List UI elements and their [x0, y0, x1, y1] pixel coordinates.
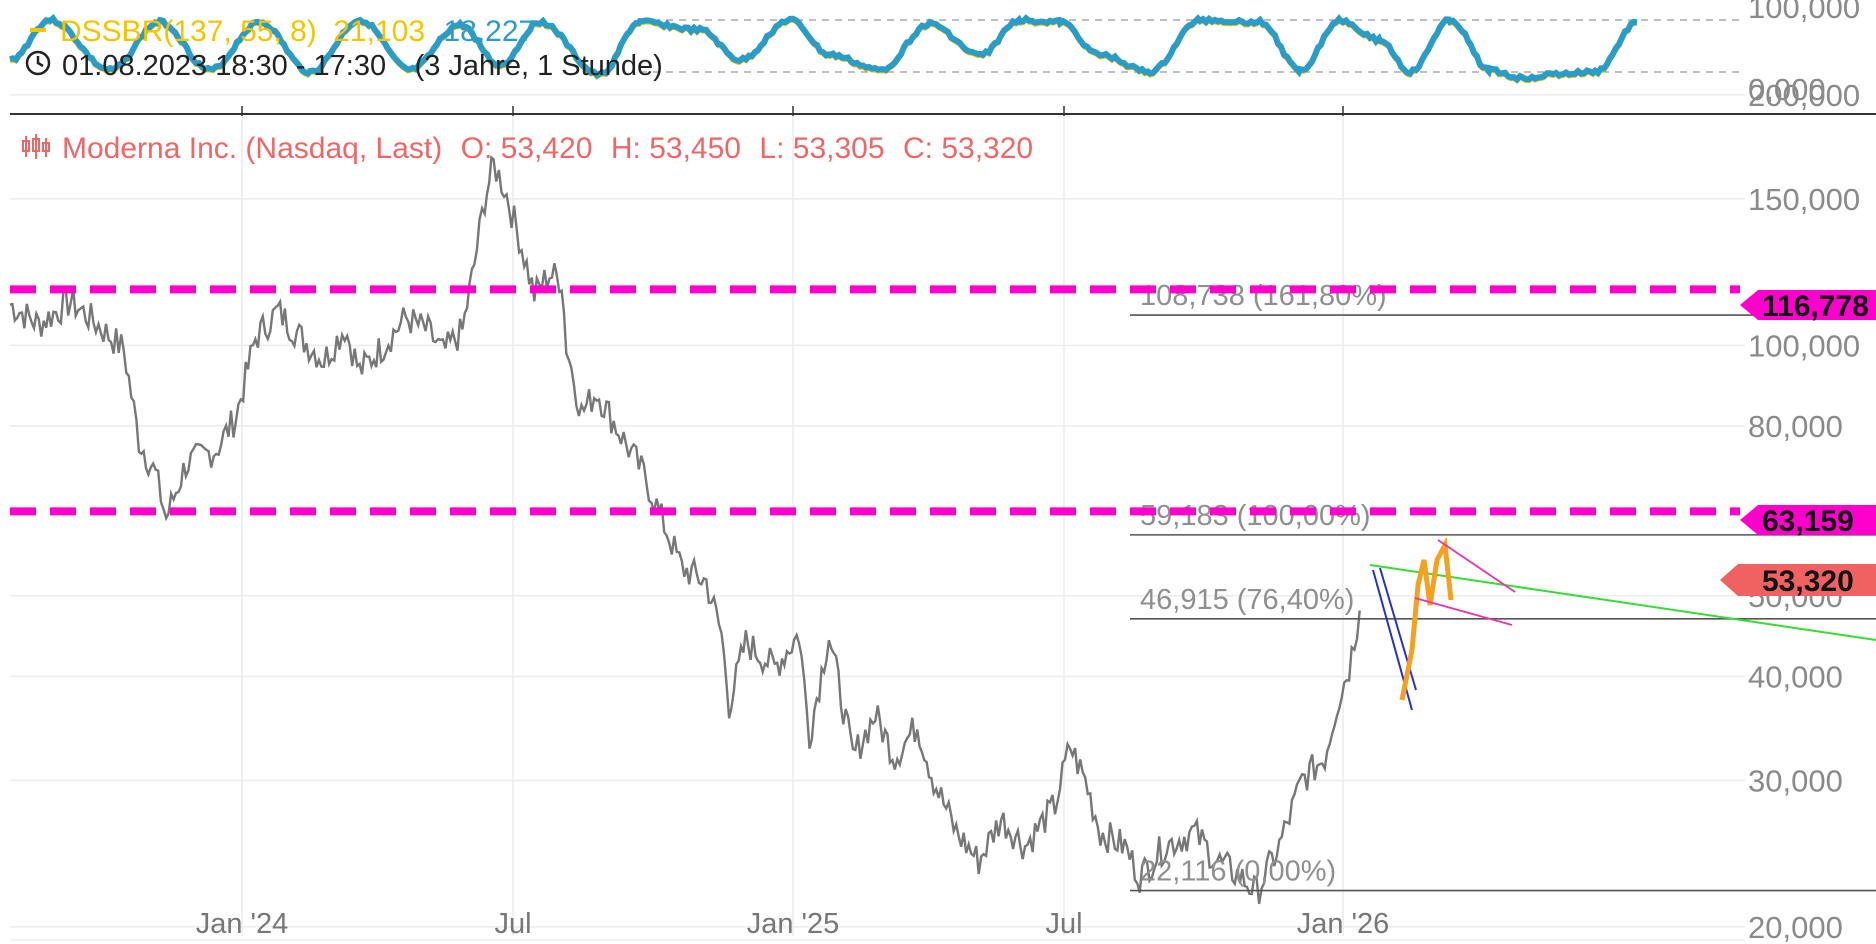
fib-label: 46,915 (76,40%) — [1140, 584, 1354, 616]
x-tick-label: Jan '24 — [196, 908, 289, 940]
ohlc-high: H: 53,450 — [611, 132, 741, 165]
indicator-name: DSSBR(137, 55, 8) — [60, 15, 317, 48]
y-tick-label: 200,000 — [1748, 78, 1860, 113]
x-tick-label: Jan '26 — [1297, 908, 1390, 940]
x-tick-label: Jul — [1045, 908, 1082, 940]
y-tick-label: 100,000 — [1748, 328, 1860, 363]
x-tick-label: Jul — [494, 908, 531, 940]
y-tick-label: 20,000 — [1748, 910, 1843, 944]
svg-text:01.08.2023 18:30 - 17:30: 01.08.2023 18:30 - 17:30 (3 Jahre, 1 Stu… — [62, 50, 663, 82]
svg-text:DSSBR(137, 55, 8) 21,103: DSSBR(137, 55, 8) 21,103 18,227 — [60, 15, 535, 48]
instrument-header: Moderna Inc. (Nasdaq, Last) O: 53,420 H:… — [22, 132, 1033, 165]
x-tick-label: Jan '25 — [747, 908, 840, 940]
candlestick-icon — [22, 134, 50, 159]
y-tick-label: 30,000 — [1748, 763, 1843, 798]
indicator-y-label-top: 100,000 — [1748, 0, 1860, 25]
wave-pattern-orange — [1399, 536, 1454, 701]
indicator-pane: 100,000 0,000 DSSBR(137, 55, 8) 21,103 1… — [9, 0, 1860, 107]
svg-text:63,159: 63,159 — [1762, 505, 1854, 538]
price-tag-last: 53,320 — [1720, 564, 1876, 598]
y-tick-label: 150,000 — [1748, 182, 1860, 217]
svg-text:Moderna Inc. (Nasdaq, Last): Moderna Inc. (Nasdaq, Last) O: 53,420 H:… — [62, 132, 1033, 165]
trendline-blue-2 — [1379, 567, 1417, 691]
svg-text:53,320: 53,320 — [1762, 565, 1854, 598]
clock-icon — [25, 50, 51, 76]
svg-text:116,778: 116,778 — [1762, 290, 1869, 323]
ohlc-low: L: 53,305 — [759, 132, 884, 165]
price-series-line — [9, 154, 1361, 905]
indicator-value-1: 21,103 — [333, 15, 425, 48]
trend-drawings — [1369, 536, 1876, 711]
indicator-value-2: 18,227 — [443, 15, 535, 48]
price-grid — [10, 94, 1745, 941]
ohlc-close: C: 53,320 — [903, 132, 1033, 165]
fibonacci-levels: 108,738 (161,80%) 59,183 (100,00%) 46,915 … — [1130, 280, 1876, 892]
wedge-line-lower — [1414, 597, 1513, 626]
ohlc-open: O: 53,420 — [461, 132, 593, 165]
wedge-line-upper — [1437, 539, 1516, 593]
price-tag-upper: 116,778 — [1740, 290, 1876, 323]
period-label: 01.08.2023 18:30 - 17:30 — [62, 50, 386, 82]
fib-label: 108,738 (161,80%) — [1140, 280, 1387, 312]
instrument-name: Moderna Inc. (Nasdaq, Last) — [62, 132, 442, 165]
y-tick-label: 40,000 — [1748, 659, 1843, 694]
price-tag-lower: 63,159 — [1740, 505, 1876, 538]
fib-label: 22,116 (0,00%) — [1140, 856, 1336, 888]
y-tick-label: 80,000 — [1748, 409, 1843, 444]
indicator-main-line — [9, 14, 1638, 84]
range-label: (3 Jahre, 1 Stunde) — [415, 50, 663, 82]
time-x-axis: Jan '24 Jul Jan '25 Jul Jan '26 — [196, 908, 1390, 940]
horizontal-levels — [10, 285, 1740, 516]
fib-label: 59,183 (100,00%) — [1140, 500, 1371, 532]
trendline-green — [1369, 564, 1876, 641]
indicator-legend-swatch — [30, 28, 46, 32]
indicator-y-label-bottom: 0,000 — [1748, 72, 1826, 107]
